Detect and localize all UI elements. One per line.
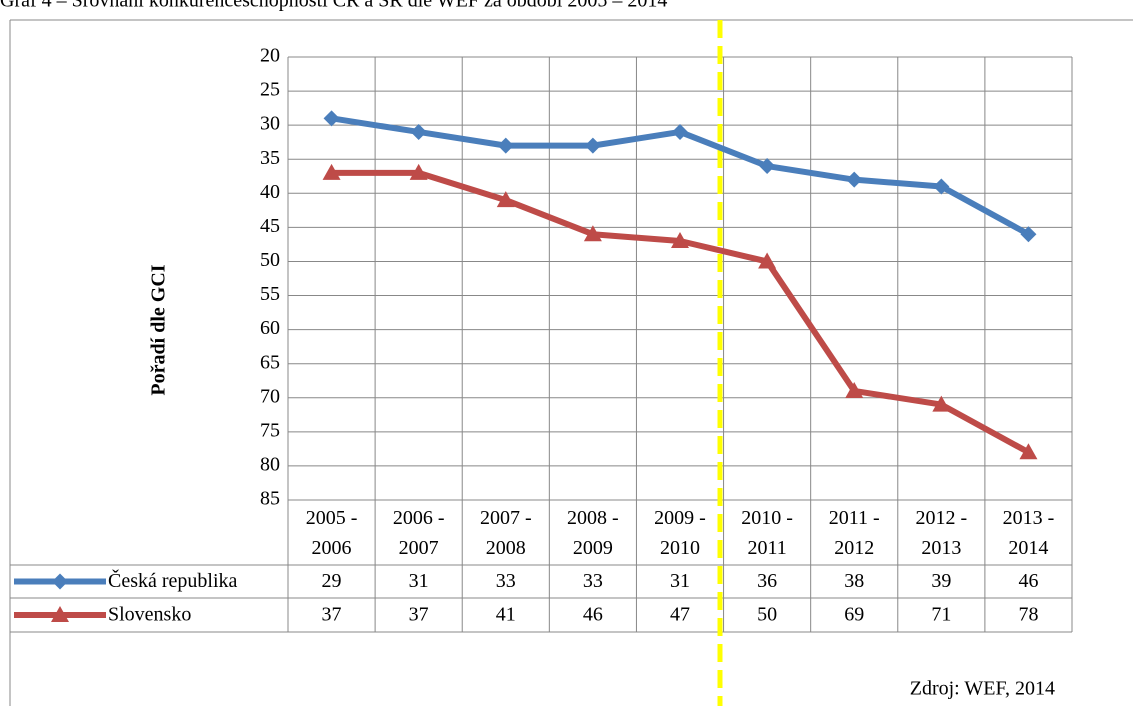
x-tick-label: 2005 - 2006	[305, 507, 358, 559]
x-tick-label: 2013 - 2014	[1002, 507, 1055, 559]
x-tick-label-box: 2006 - 2007	[392, 507, 445, 559]
table-value: 29	[322, 570, 342, 592]
table-value: 31	[409, 570, 429, 592]
y-tick-label: 85	[260, 488, 280, 510]
point	[932, 395, 951, 412]
y-tick-label: 70	[260, 385, 280, 407]
point	[671, 232, 689, 249]
table-value: 41	[496, 604, 516, 626]
table-value: 50	[757, 604, 777, 626]
table-value: 78	[1018, 604, 1038, 626]
point	[846, 171, 863, 188]
legend-marker	[51, 606, 69, 622]
table-value: 39	[931, 570, 951, 592]
x-tick-label: 2009 - 2010	[654, 507, 706, 559]
table-value: 36	[757, 570, 777, 592]
y-axis-label: Pořadí dle GCI	[148, 264, 170, 395]
x-tick-label: 2008 - 2009	[567, 507, 619, 559]
table-value: 69	[844, 604, 864, 626]
series-line	[331, 169, 1030, 455]
point	[933, 178, 950, 195]
table-value: 37	[322, 604, 342, 626]
point	[759, 158, 776, 175]
x-tick-label-box: 2013 - 2014	[1002, 507, 1055, 559]
point	[672, 123, 688, 140]
table-value: 37	[409, 604, 429, 626]
grid	[288, 56, 1072, 501]
y-tick-label: 55	[260, 283, 280, 305]
y-tick-label: 45	[260, 215, 280, 237]
x-tick-label: 2010 - 2011	[741, 507, 793, 559]
table-value: 47	[670, 604, 690, 626]
point	[1019, 443, 1038, 460]
x-tick-label-box: 2012 - 2013	[915, 507, 968, 559]
point	[583, 225, 602, 242]
table-value: 31	[670, 570, 690, 592]
table-value: 46	[1018, 570, 1038, 592]
table-value: 38	[844, 570, 864, 592]
x-tick-label-box: 2011 - 2012	[828, 507, 880, 559]
x-tick-label-box: 2010 - 2011	[741, 507, 793, 559]
point	[1020, 226, 1037, 243]
x-tick-label: 2006 - 2007	[392, 507, 445, 559]
x-tick-label-box: 2008 - 2009	[567, 507, 619, 559]
table-value: 33	[496, 570, 516, 592]
y-tick-label: 20	[260, 45, 280, 67]
x-tick-label-box: 2007 - 2008	[479, 507, 532, 559]
point	[497, 137, 514, 154]
point	[496, 191, 515, 208]
point	[323, 110, 340, 127]
x-tick-label-box: 2009 - 2010	[654, 507, 706, 559]
table-value: 33	[583, 570, 603, 592]
y-tick-label: 25	[260, 79, 280, 101]
point	[409, 163, 428, 180]
y-tick-label: 65	[260, 351, 280, 373]
legend-marker	[52, 573, 68, 590]
x-tick-label-box: 2005 - 2006	[305, 507, 358, 559]
y-tick-label: 35	[260, 147, 280, 169]
legend-label: Slovensko	[108, 604, 191, 626]
y-tick-label: 30	[260, 113, 280, 135]
table-value: 46	[583, 604, 603, 626]
source: Zdroj: WEF, 2014	[910, 678, 1055, 700]
legend-label: Česká republika	[108, 568, 238, 592]
table-value: 71	[931, 604, 951, 626]
x-tick-label: 2007 - 2008	[479, 507, 532, 559]
y-tick-label: 75	[260, 419, 280, 441]
point	[410, 123, 427, 140]
point	[584, 137, 601, 154]
point	[758, 252, 777, 269]
y-tick-label: 60	[260, 317, 280, 339]
point	[322, 163, 341, 180]
y-tick-label: 50	[260, 249, 280, 271]
y-tick-label: 40	[260, 181, 280, 203]
y-tick-label: 80	[260, 454, 280, 476]
point	[845, 381, 864, 398]
chart-title: Graf 4 – Srovnání konkurenceschopnosti Č…	[0, 0, 667, 12]
x-tick-label: 2012 - 2013	[915, 507, 968, 559]
x-tick-label: 2011 - 2012	[828, 507, 880, 559]
